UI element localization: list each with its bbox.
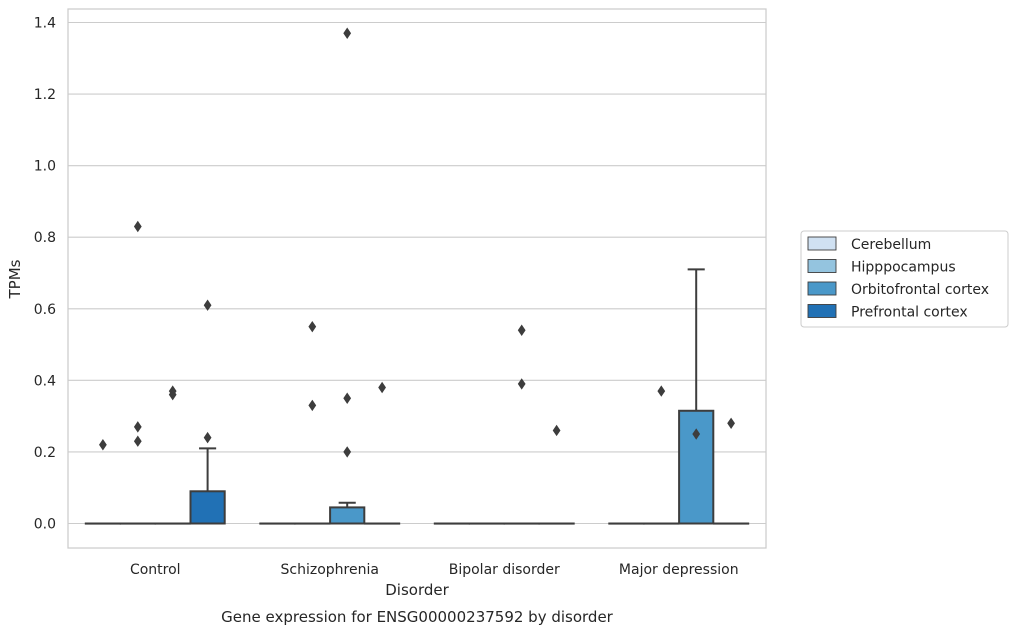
outlier-point: [308, 320, 317, 333]
x-tick-label: Major depression: [619, 562, 739, 578]
x-tick-label: Schizophrenia: [281, 562, 379, 578]
outlier-point: [343, 446, 352, 458]
legend-label: Cerebellum: [851, 237, 931, 253]
legend-label: Orbitofrontal cortex: [851, 282, 989, 298]
outlier-point: [203, 431, 212, 444]
box-plot-marks: [84, 27, 750, 525]
legend-label: Prefrontal cortex: [851, 305, 968, 321]
box-group: [119, 220, 156, 525]
box-group: [678, 268, 715, 525]
y-tick-label: 1.2: [34, 87, 56, 103]
outlier-point: [343, 27, 352, 39]
chart-title: Gene expression for ENSG00000237592 by d…: [221, 608, 614, 626]
x-axis-label: Disorder: [385, 581, 449, 599]
legend: Cerebellum Hipppocampus Orbitofrontal cort…: [800, 230, 1009, 328]
outlier-point: [727, 417, 735, 430]
box-group: [503, 324, 540, 525]
legend-swatch: [807, 259, 837, 273]
box-group: [294, 320, 331, 525]
plot-area-frame: [67, 8, 767, 549]
box-group: [189, 299, 226, 525]
legend-swatch: [807, 304, 837, 318]
grid-lines: [68, 21, 766, 525]
legend-label: Hipppocampus: [851, 260, 956, 276]
box-group: [712, 417, 750, 525]
y-tick-label: 0.4: [34, 373, 56, 389]
y-tick-label: 1.0: [34, 159, 56, 175]
outlier-point: [692, 428, 701, 440]
box-group: [538, 424, 575, 525]
outlier-point: [133, 220, 142, 233]
outlier-point: [133, 421, 142, 433]
outlier-point: [657, 385, 666, 397]
outlier-point: [308, 399, 317, 412]
box-group: [643, 385, 680, 525]
outlier-point: [99, 439, 107, 451]
box-rect: [678, 409, 715, 525]
y-tick-label: 1.4: [34, 16, 56, 32]
legend-frame: [800, 230, 1009, 328]
outlier-point: [378, 381, 386, 394]
x-axis-ticks: Control Schizophrenia Bipolar disorder Majo…: [130, 562, 739, 578]
box-rect: [329, 506, 366, 525]
legend-swatch: [807, 281, 837, 296]
outlier-point: [133, 435, 142, 447]
y-tick-label: 0.8: [34, 230, 56, 246]
outlier-point: [517, 378, 526, 390]
x-tick-label: Control: [130, 562, 181, 578]
y-axis-ticks: 0.0 0.2 0.4 0.6 0.8 1.0 1.2 1.4: [34, 16, 56, 533]
outlier-point: [203, 299, 212, 311]
outlier-point: [517, 324, 526, 336]
y-tick-label: 0.2: [34, 445, 56, 461]
legend-swatch: [807, 236, 837, 251]
x-tick-label: Bipolar disorder: [449, 562, 560, 578]
y-tick-label: 0.6: [34, 302, 56, 318]
y-axis-label: TPMs: [6, 259, 24, 299]
box-rect: [189, 490, 226, 525]
outlier-point: [552, 424, 561, 437]
box-group: [363, 381, 401, 525]
box-group: [329, 27, 366, 525]
y-tick-label: 0.0: [34, 517, 56, 533]
outlier-point: [168, 388, 177, 401]
box-group: [154, 385, 191, 525]
outlier-point: [343, 392, 352, 404]
